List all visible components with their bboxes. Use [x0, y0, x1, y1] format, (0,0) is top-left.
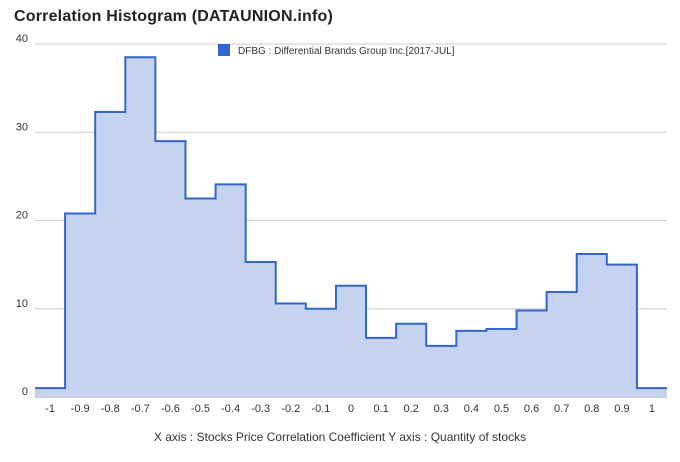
histogram-bin: [65, 213, 95, 397]
x-tick-label: 0.7: [554, 403, 569, 415]
axis-caption: X axis : Stocks Price Correlation Coeffi…: [153, 430, 527, 444]
x-tick-label: -0.2: [281, 403, 300, 415]
legend-label: DFBG : Differential Brands Group Inc.[20…: [238, 46, 455, 57]
histogram-bin: [276, 303, 306, 397]
x-tick-label: 0.1: [373, 403, 388, 415]
histogram-bin: [426, 346, 456, 397]
y-tick-label: 20: [16, 210, 28, 222]
x-axis-ticks: -1 -0.9 -0.8 -0.7 -0.6 -0.5 -0.4 -0.3 -0.2 -0.1 0 0…: [45, 403, 655, 415]
histogram-bin: [637, 388, 667, 397]
histogram-bin: [517, 311, 547, 397]
x-tick-label: -0.1: [311, 403, 330, 415]
histogram-bin: [155, 141, 185, 397]
histogram-area: [35, 56, 667, 398]
y-tick-label: 30: [16, 121, 28, 133]
x-tick-label: -0.8: [101, 403, 120, 415]
histogram-bin: [125, 57, 155, 397]
histogram-fill: [35, 57, 667, 398]
histogram-bin: [95, 112, 125, 397]
x-tick-label: -0.3: [251, 403, 270, 415]
x-tick-label: 0: [348, 403, 354, 415]
histogram-bin: [336, 286, 366, 397]
x-tick-label: -0.6: [161, 403, 180, 415]
x-tick-label: -0.7: [131, 403, 150, 415]
y-axis-ticks: 0 10 20 30 40: [16, 33, 28, 398]
x-tick-label: 0.3: [434, 403, 449, 415]
histogram-bin: [547, 292, 577, 397]
y-tick-label: 40: [16, 33, 28, 45]
x-tick-label: 0.5: [494, 403, 509, 415]
histogram-line: [35, 56, 667, 390]
y-tick-label: 0: [22, 386, 28, 398]
chart-title: Correlation Histogram (DATAUNION.info): [14, 8, 333, 25]
legend-swatch: [218, 44, 230, 56]
histogram-bin: [246, 262, 276, 397]
histogram-bin: [35, 388, 65, 397]
histogram-bin: [486, 329, 516, 397]
histogram-bin: [306, 309, 336, 397]
x-tick-label: 0.6: [524, 403, 539, 415]
histogram-bin: [577, 254, 607, 397]
x-tick-label: -0.5: [191, 403, 210, 415]
x-tick-label: -1: [45, 403, 55, 415]
x-tick-label: 1: [649, 403, 655, 415]
legend[interactable]: DFBG : Differential Brands Group Inc.[20…: [218, 44, 455, 57]
x-tick-label: 0.2: [404, 403, 419, 415]
histogram-bin: [366, 338, 396, 397]
x-tick-label: -0.4: [221, 403, 240, 415]
y-tick-label: 10: [16, 298, 28, 310]
histogram-bin: [456, 331, 486, 397]
x-tick-label: -0.9: [71, 403, 90, 415]
x-tick-label: 0.9: [614, 403, 629, 415]
x-tick-label: 0.8: [584, 403, 599, 415]
histogram-bin: [216, 184, 246, 397]
histogram-bin: [396, 324, 426, 397]
x-tick-label: 0.4: [464, 403, 479, 415]
histogram-bin: [185, 198, 215, 397]
histogram-bin: [607, 265, 637, 397]
